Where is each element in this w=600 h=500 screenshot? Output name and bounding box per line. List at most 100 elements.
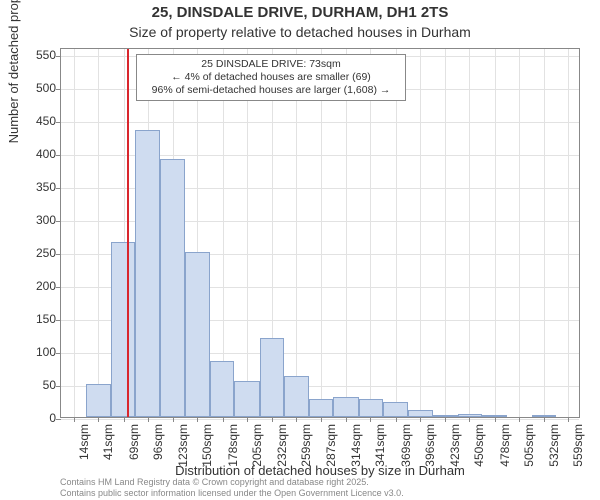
histogram-bar	[359, 399, 384, 418]
x-tick-label: 14sqm	[77, 424, 91, 484]
x-tick-label: 232sqm	[275, 424, 289, 484]
histogram-bar	[408, 410, 433, 417]
x-tick-label: 396sqm	[423, 424, 437, 484]
histogram-bar	[284, 376, 309, 417]
y-tick-label: 50	[6, 378, 56, 392]
x-tick-mark	[124, 417, 125, 422]
histogram-bar	[309, 399, 334, 418]
y-tick-label: 550	[6, 48, 56, 62]
grid-line-vertical	[544, 49, 545, 417]
x-tick-label: 69sqm	[127, 424, 141, 484]
x-tick-mark	[321, 417, 322, 422]
x-tick-mark	[74, 417, 75, 422]
histogram-bar	[458, 414, 483, 417]
histogram-bar	[482, 415, 507, 417]
grid-line-vertical	[247, 49, 248, 417]
y-tick-mark	[56, 386, 61, 387]
grid-line-vertical	[445, 49, 446, 417]
x-tick-label: 505sqm	[522, 424, 536, 484]
y-tick-label: 200	[6, 279, 56, 293]
histogram-bar	[160, 159, 185, 417]
x-tick-mark	[272, 417, 273, 422]
grid-line-vertical	[469, 49, 470, 417]
annotation-line-2: ← 4% of detached houses are smaller (69)	[143, 71, 399, 84]
y-tick-label: 350	[6, 180, 56, 194]
grid-line-vertical	[98, 49, 99, 417]
y-tick-mark	[56, 254, 61, 255]
grid-line-vertical	[396, 49, 397, 417]
annotation-line-3: 96% of semi-detached houses are larger (…	[143, 84, 399, 97]
y-tick-mark	[56, 419, 61, 420]
histogram-bar	[234, 381, 259, 417]
chart-title-sub: Size of property relative to detached ho…	[0, 24, 600, 40]
x-tick-mark	[519, 417, 520, 422]
histogram-bar	[210, 361, 235, 417]
annotation-line-1: 25 DINSDALE DRIVE: 73sqm	[143, 58, 399, 71]
x-tick-mark	[296, 417, 297, 422]
x-tick-mark	[173, 417, 174, 422]
property-marker-line	[127, 49, 129, 417]
grid-line-vertical	[74, 49, 75, 417]
histogram-bar	[111, 242, 136, 417]
histogram-bar	[135, 130, 160, 417]
y-tick-label: 150	[6, 312, 56, 326]
histogram-bar	[333, 397, 358, 417]
x-tick-mark	[247, 417, 248, 422]
x-tick-mark	[223, 417, 224, 422]
x-tick-label: 423sqm	[448, 424, 462, 484]
x-tick-mark	[370, 417, 371, 422]
x-tick-label: 478sqm	[498, 424, 512, 484]
grid-line-vertical	[296, 49, 297, 417]
grid-line-horizontal	[61, 122, 579, 123]
x-tick-label: 559sqm	[571, 424, 585, 484]
x-tick-label: 178sqm	[226, 424, 240, 484]
x-tick-label: 450sqm	[472, 424, 486, 484]
y-tick-mark	[56, 122, 61, 123]
y-tick-label: 400	[6, 147, 56, 161]
x-tick-mark	[396, 417, 397, 422]
y-tick-label: 100	[6, 345, 56, 359]
x-tick-mark	[420, 417, 421, 422]
y-tick-mark	[56, 221, 61, 222]
x-tick-mark	[148, 417, 149, 422]
histogram-chart: 25, DINSDALE DRIVE, DURHAM, DH1 2TS Size…	[0, 0, 600, 500]
chart-title-main: 25, DINSDALE DRIVE, DURHAM, DH1 2TS	[0, 4, 600, 21]
x-tick-label: 314sqm	[349, 424, 363, 484]
y-tick-label: 300	[6, 213, 56, 227]
y-tick-mark	[56, 320, 61, 321]
y-tick-mark	[56, 155, 61, 156]
histogram-bar	[433, 415, 458, 417]
y-tick-mark	[56, 188, 61, 189]
plot-area: 25 DINSDALE DRIVE: 73sqm← 4% of detached…	[60, 48, 580, 418]
histogram-bar	[260, 338, 285, 417]
grid-line-vertical	[519, 49, 520, 417]
x-tick-mark	[568, 417, 569, 422]
x-tick-label: 150sqm	[200, 424, 214, 484]
x-tick-mark	[469, 417, 470, 422]
y-tick-mark	[56, 353, 61, 354]
annotation-box: 25 DINSDALE DRIVE: 73sqm← 4% of detached…	[136, 54, 406, 101]
histogram-bar	[532, 415, 557, 417]
y-tick-label: 250	[6, 246, 56, 260]
y-tick-label: 500	[6, 81, 56, 95]
x-tick-mark	[495, 417, 496, 422]
grid-line-horizontal	[61, 419, 579, 420]
x-tick-label: 123sqm	[176, 424, 190, 484]
y-tick-mark	[56, 56, 61, 57]
grid-line-vertical	[346, 49, 347, 417]
grid-line-vertical	[495, 49, 496, 417]
x-tick-mark	[98, 417, 99, 422]
y-tick-label: 450	[6, 114, 56, 128]
x-tick-mark	[445, 417, 446, 422]
histogram-bar	[86, 384, 111, 417]
footer-line-2: Contains public sector information licen…	[60, 488, 404, 498]
x-tick-label: 96sqm	[151, 424, 165, 484]
x-tick-label: 532sqm	[547, 424, 561, 484]
x-tick-label: 287sqm	[324, 424, 338, 484]
x-tick-label: 259sqm	[299, 424, 313, 484]
histogram-bar	[185, 252, 210, 417]
x-tick-label: 41sqm	[101, 424, 115, 484]
histogram-bar	[383, 402, 408, 417]
x-tick-mark	[544, 417, 545, 422]
y-tick-mark	[56, 287, 61, 288]
